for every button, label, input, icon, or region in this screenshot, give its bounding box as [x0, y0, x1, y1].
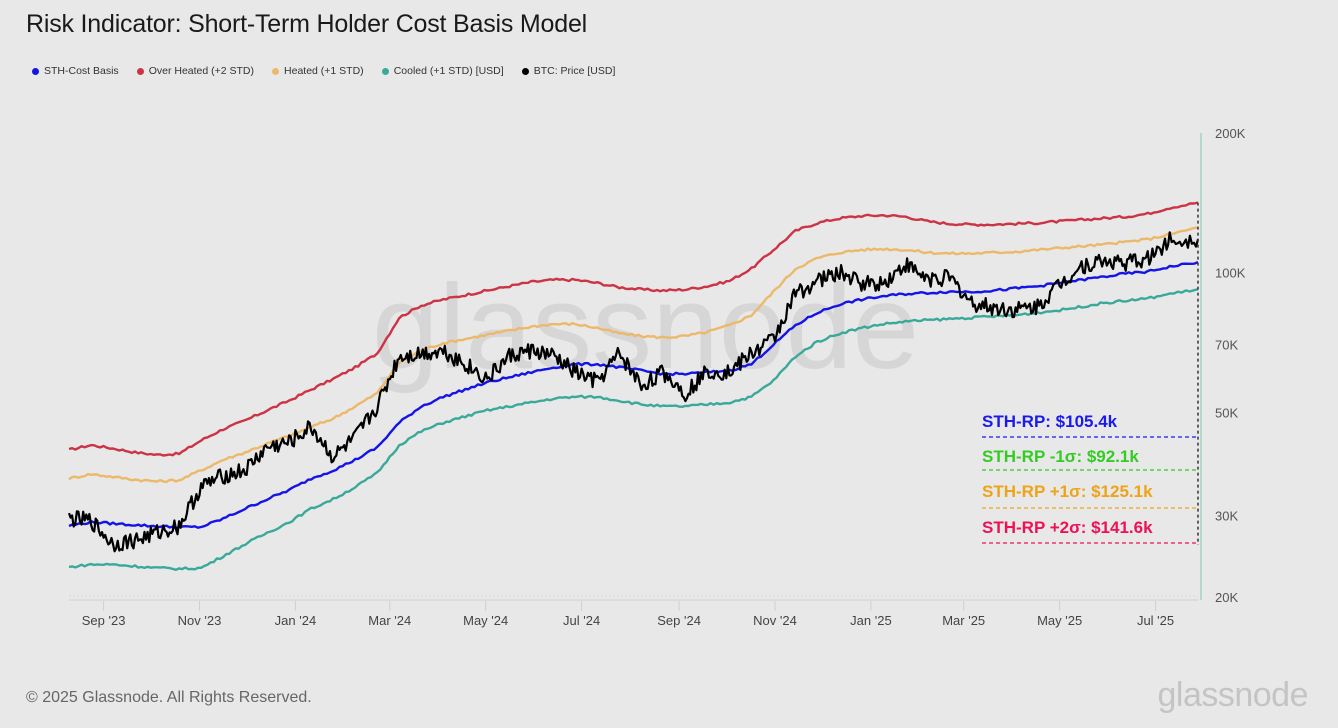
x-tick-label: Jul '24 [563, 613, 600, 628]
annotation-label: STH-RP -1σ: $92.1k [982, 447, 1139, 466]
x-tick-label: May '24 [463, 613, 508, 628]
x-tick-label: Mar '24 [368, 613, 411, 628]
series-line-btc-price-usd [67, 231, 1200, 553]
copyright-footer: © 2025 Glassnode. All Rights Reserved. [26, 689, 312, 706]
legend-item-sth-cost-basis[interactable]: STH-Cost Basis [32, 65, 119, 77]
legend-dot-icon [272, 67, 280, 75]
x-tick-label: Jan '25 [850, 613, 892, 628]
legend-dot-icon [136, 67, 144, 75]
legend-item-cooled[interactable]: Cooled (+1 STD) [USD] [381, 65, 504, 77]
series-line-heated-1-std [68, 226, 1199, 484]
legend-item-over-heated[interactable]: Over Heated (+2 STD) [136, 65, 255, 77]
legend-item-btc-price[interactable]: BTC: Price [USD] [521, 65, 616, 77]
x-tick-label: May '25 [1037, 613, 1082, 628]
x-tick-label: Sep '23 [82, 613, 126, 628]
legend-dot-icon [32, 67, 39, 75]
axes: 200K 100K 70K 50K 30K 20K Sep '23 Nov '23 Jan '2… [69, 126, 1246, 628]
annotation-layer: STH-RP: $105.4k STH-RP -1σ: $92.1k STH-RP … [982, 202, 1199, 545]
x-tick-label: Jan '24 [275, 613, 317, 628]
legend-label: BTC: Price [USD] [533, 65, 616, 77]
series-line-over-heated-2-std [68, 201, 1199, 457]
watermark: glassnode [372, 260, 919, 394]
x-tick-label: Sep '24 [657, 613, 701, 628]
legend-dot-icon [381, 67, 389, 75]
y-tick-label: 70K [1215, 338, 1238, 353]
x-tick-label: Mar '25 [942, 613, 985, 628]
legend-item-heated[interactable]: Heated (+1 STD) [272, 65, 364, 77]
legend: STH-Cost Basis Over Heated (+2 STD) Heat… [32, 65, 633, 77]
y-tick-label: 100K [1215, 266, 1246, 281]
brand-logo: glassnode [1157, 676, 1308, 714]
legend-label: Heated (+1 STD) [284, 65, 364, 77]
x-tick-label: Jul '25 [1137, 613, 1174, 628]
y-tick-label: 200K [1215, 126, 1246, 141]
legend-label: Cooled (+1 STD) [USD] [393, 65, 504, 77]
x-tick-label: Nov '24 [753, 613, 797, 628]
y-tick-label: 50K [1215, 405, 1238, 420]
annotation-label: STH-RP: $105.4k [982, 412, 1118, 431]
y-tick-label: 20K [1215, 590, 1238, 605]
legend-label: STH-Cost Basis [44, 65, 119, 77]
x-tick-label: Nov '23 [178, 613, 222, 628]
annotation-label: STH-RP +1σ: $125.1k [982, 482, 1153, 501]
annotation-label: STH-RP +2σ: $141.6k [982, 518, 1153, 537]
legend-label: Over Heated (+2 STD) [148, 65, 255, 77]
legend-dot-icon [521, 67, 529, 75]
series-layer [67, 201, 1200, 571]
y-tick-label: 30K [1215, 508, 1238, 523]
chart-title: Risk Indicator: Short-Term Holder Cost B… [26, 10, 588, 38]
